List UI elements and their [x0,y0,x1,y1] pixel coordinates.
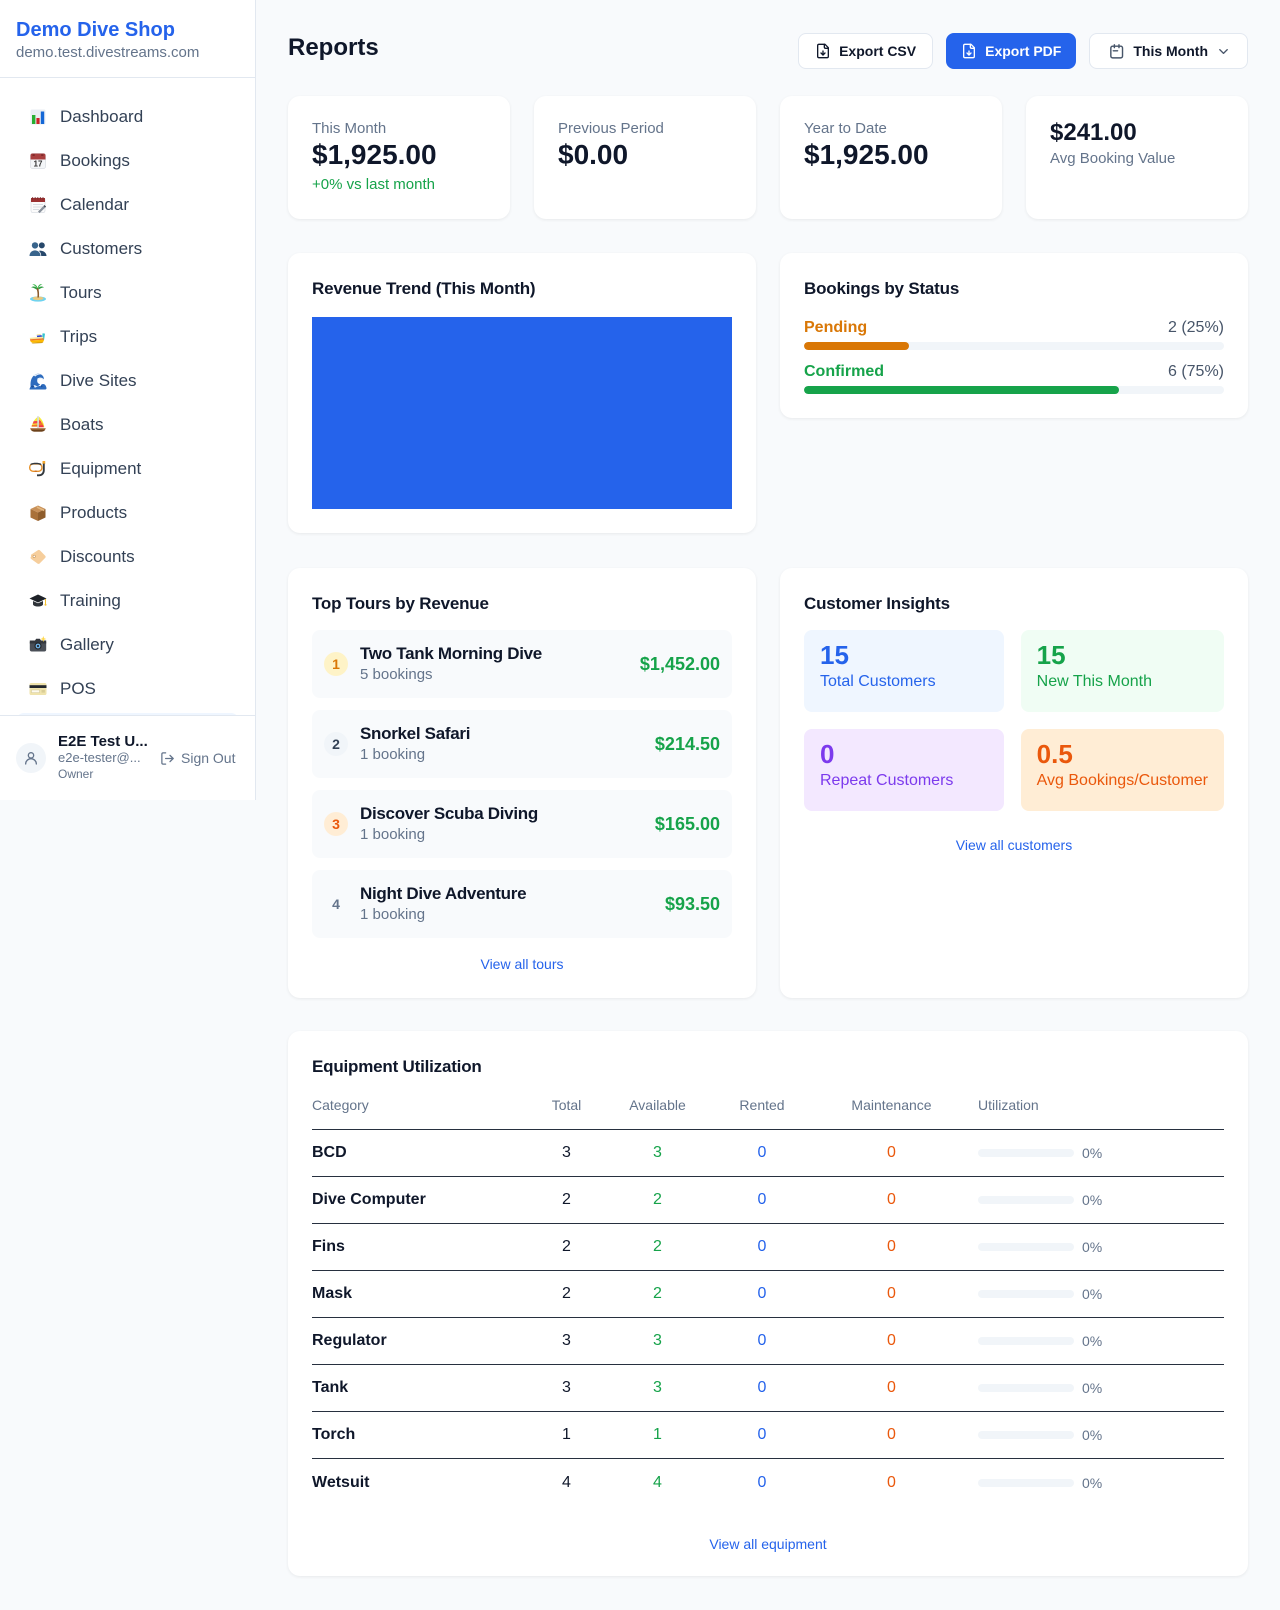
svg-text:17: 17 [34,160,43,169]
